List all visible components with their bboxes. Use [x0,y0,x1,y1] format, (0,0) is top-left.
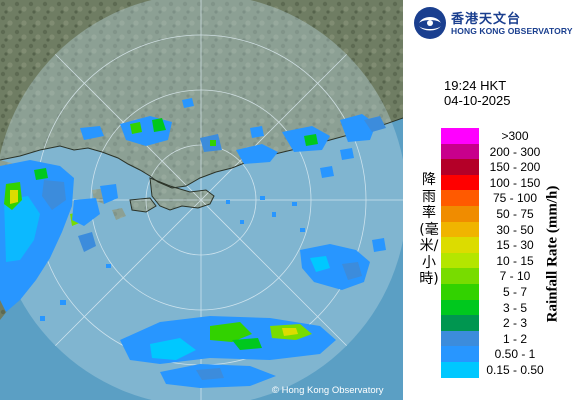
legend-label: 1 - 2 [502,331,527,346]
radar-map: © Hong Kong Observatory [0,0,407,405]
lantau [130,198,156,212]
legend-swatch [441,315,479,331]
legend-swatch [441,252,479,269]
radar-time: 19:24 HKT [444,78,507,93]
logo-name-zh: 香港天文台 [451,12,522,27]
legend-label: 2 - 3 [502,316,527,331]
rain-echoes [0,98,386,388]
legend-row: 10 - 15 [441,252,577,269]
hk-land [150,178,214,210]
copyright-text: © Hong Kong Observatory [272,385,384,396]
legend-label: 100 - 150 [489,175,541,190]
legend-swatch [441,143,479,160]
legend-label: 50 - 75 [496,207,534,221]
logo-name-en: HONG KONG OBSERVATORY [451,26,573,36]
legend-row: 100 - 150 [441,174,577,191]
info-panel: 香港天文台 HONG KONG OBSERVATORY 19:24 HKT 04… [403,0,577,400]
legend-title-en: Rainfall Rate (mm/h) [544,185,561,323]
legend-swatch [441,284,479,300]
legend-swatch [441,128,479,144]
legend-swatch [441,159,479,175]
legend-label: 10 - 15 [496,253,534,268]
legend-row: >300 [441,128,577,144]
legend-label: 75 - 100 [492,191,538,206]
legend-swatch [441,362,479,378]
legend-label: 0.50 - 1 [494,347,536,362]
legend-row: 30 - 50 [441,221,577,238]
legend-label: 3 - 5 [502,300,527,315]
legend-label: >300 [501,129,529,143]
legend-swatch [441,174,479,191]
legend-swatch [441,206,479,222]
legend-label: 150 - 200 [489,160,541,175]
legend-swatch [441,268,479,284]
legend-title-zh: 降雨率(毫米/小時) [419,172,439,287]
legend-label: 7 - 10 [499,269,531,284]
legend-row: 15 - 30 [441,237,577,253]
legend-swatch [441,221,479,238]
legend-row: 75 - 100 [441,190,577,206]
legend-label: 15 - 30 [496,238,534,253]
legend-swatch [441,330,479,347]
legend-row: 7 - 10 [441,268,577,284]
legend-row: 150 - 200 [441,159,577,175]
legend-label: 5 - 7 [502,285,527,299]
legend-swatch [441,190,479,206]
legend-row: 200 - 300 [441,143,577,160]
radar-date: 04-10-2025 [444,93,511,108]
legend-label: 0.15 - 0.50 [486,363,544,377]
legend-row: 50 - 75 [441,206,577,222]
legend-swatch [441,299,479,316]
legend-row: 0.15 - 0.50 [441,362,577,378]
legend-label: 30 - 50 [496,222,534,237]
legend-row: 1 - 2 [441,330,577,347]
hko-logo-icon [414,7,446,39]
legend-label: 200 - 300 [489,144,541,159]
legend-swatch [441,346,479,362]
legend-row: 2 - 3 [441,315,577,331]
legend-row: 5 - 7 [441,284,577,300]
legend-row: 3 - 5 [441,299,577,316]
legend-row: 0.50 - 1 [441,346,577,362]
legend-swatch [441,237,479,253]
